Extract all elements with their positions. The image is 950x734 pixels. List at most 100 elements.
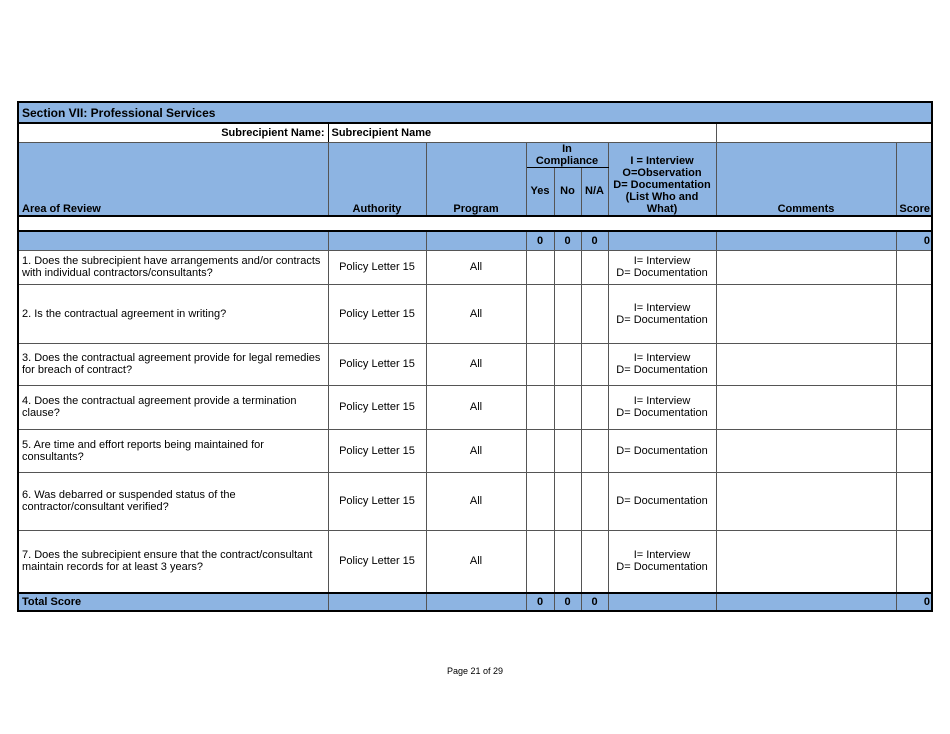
yes-cell[interactable] bbox=[525, 471, 555, 531]
yes-cell[interactable] bbox=[525, 249, 555, 285]
score-cell[interactable] bbox=[895, 428, 933, 473]
comments-cell[interactable] bbox=[715, 529, 897, 594]
table-row: 5. Are time and effort reports being mai… bbox=[17, 428, 933, 473]
total-score-top: 0 bbox=[895, 230, 933, 251]
score-cell[interactable] bbox=[895, 342, 933, 386]
yes-cell[interactable] bbox=[525, 283, 555, 344]
no-cell[interactable] bbox=[553, 384, 582, 430]
no-cell[interactable] bbox=[553, 428, 582, 473]
yes-cell[interactable] bbox=[525, 529, 555, 594]
total-score-label: Total Score bbox=[17, 592, 329, 612]
table-row: 7. Does the subrecipient ensure that the… bbox=[17, 529, 933, 594]
comments-cell[interactable] bbox=[715, 428, 897, 473]
method-line: D= Documentation bbox=[616, 364, 708, 376]
program-cell: All bbox=[425, 384, 527, 430]
subrecipient-row: Subrecipient Name: Subrecipient Name bbox=[17, 122, 933, 143]
no-cell[interactable] bbox=[553, 249, 582, 285]
authority-cell: Policy Letter 15 bbox=[327, 384, 427, 430]
method-line: I= Interview bbox=[633, 301, 691, 314]
area-of-review: 6. Was debarred or suspended status of t… bbox=[17, 471, 329, 531]
method-line: D= Documentation bbox=[616, 444, 708, 457]
no-cell[interactable] bbox=[553, 529, 582, 594]
totals-blank bbox=[715, 592, 897, 612]
method-cell[interactable]: I= Interview D= Documentation bbox=[607, 249, 717, 285]
comments-cell[interactable] bbox=[715, 384, 897, 430]
subrecipient-extra-cell[interactable] bbox=[715, 122, 933, 143]
comments-cell[interactable] bbox=[715, 249, 897, 285]
total-na: 0 bbox=[580, 592, 609, 612]
method-line: D= Documentation bbox=[616, 561, 708, 574]
area-of-review: 7. Does the subrecipient ensure that the… bbox=[17, 529, 329, 594]
method-line: I= Interview bbox=[633, 549, 691, 562]
yes-cell[interactable] bbox=[525, 384, 555, 430]
total-score-row: Total Score 0 0 0 0 bbox=[17, 592, 933, 612]
authority-cell: Policy Letter 15 bbox=[327, 428, 427, 473]
total-no: 0 bbox=[553, 230, 582, 251]
score-cell[interactable] bbox=[895, 471, 933, 531]
na-cell[interactable] bbox=[580, 428, 609, 473]
method-cell[interactable]: I= Interview D= Documentation bbox=[607, 342, 717, 386]
method-cell[interactable]: I= Interview D= Documentation bbox=[607, 529, 717, 594]
no-cell[interactable] bbox=[553, 342, 582, 386]
method-cell[interactable]: D= Documentation bbox=[607, 471, 717, 531]
table-row: 3. Does the contractual agreement provid… bbox=[17, 342, 933, 386]
comments-cell[interactable] bbox=[715, 342, 897, 386]
total-no: 0 bbox=[553, 592, 582, 612]
subrecipient-label: Subrecipient Name: bbox=[17, 122, 328, 143]
program-cell: All bbox=[425, 283, 527, 344]
na-cell[interactable] bbox=[580, 471, 609, 531]
score-cell[interactable] bbox=[895, 283, 933, 344]
total-na: 0 bbox=[580, 230, 609, 251]
authority-cell: Policy Letter 15 bbox=[327, 283, 427, 344]
na-cell[interactable] bbox=[580, 249, 609, 285]
score-cell[interactable] bbox=[895, 249, 933, 285]
yes-cell[interactable] bbox=[525, 342, 555, 386]
method-line: D= Documentation bbox=[616, 495, 708, 507]
na-cell[interactable] bbox=[580, 384, 609, 430]
authority-cell: Policy Letter 15 bbox=[327, 249, 427, 285]
method-line: I = Interview bbox=[630, 155, 694, 167]
header-authority: Authority bbox=[327, 141, 427, 217]
method-line: I= Interview bbox=[633, 352, 691, 364]
totals-blank bbox=[607, 592, 717, 612]
total-score-value: 0 bbox=[895, 592, 933, 612]
header-in-compliance: In Compliance bbox=[525, 141, 609, 168]
table-row: 4. Does the contractual agreement provid… bbox=[17, 384, 933, 430]
totals-blank bbox=[17, 230, 329, 251]
score-cell[interactable] bbox=[895, 384, 933, 430]
method-line: (List Who and What) bbox=[625, 191, 699, 215]
header-method: I = Interview O=Observation D= Documenta… bbox=[607, 141, 717, 217]
comments-cell[interactable] bbox=[715, 283, 897, 344]
page-number: Page 21 of 29 bbox=[446, 666, 504, 676]
method-cell[interactable]: I= Interview D= Documentation bbox=[607, 384, 717, 430]
na-cell[interactable] bbox=[580, 529, 609, 594]
na-cell[interactable] bbox=[580, 283, 609, 344]
method-cell[interactable]: D= Documentation bbox=[607, 428, 717, 473]
totals-blank bbox=[327, 592, 427, 612]
professional-services-table: Section VII: Professional Services Subre… bbox=[17, 101, 933, 612]
header-program: Program bbox=[425, 141, 527, 217]
yes-cell[interactable] bbox=[525, 428, 555, 473]
totals-row-top: 0 0 0 0 bbox=[17, 230, 933, 251]
method-line: I= Interview bbox=[633, 395, 691, 407]
method-line: O=Observation bbox=[622, 167, 702, 179]
table-row: 6. Was debarred or suspended status of t… bbox=[17, 471, 933, 531]
subrecipient-name[interactable]: Subrecipient Name bbox=[327, 122, 717, 143]
program-cell: All bbox=[425, 529, 527, 594]
score-cell[interactable] bbox=[895, 529, 933, 594]
section-title: Section VII: Professional Services bbox=[17, 101, 933, 124]
no-cell[interactable] bbox=[553, 283, 582, 344]
header-no: No bbox=[553, 166, 582, 217]
program-cell: All bbox=[425, 428, 527, 473]
spacer-row bbox=[17, 215, 933, 232]
area-of-review: 4. Does the contractual agreement provid… bbox=[17, 384, 329, 430]
method-line: I= Interview bbox=[633, 255, 691, 267]
authority-cell: Policy Letter 15 bbox=[327, 471, 427, 531]
header-yes: Yes bbox=[525, 166, 555, 217]
table-row: 1. Does the subrecipient have arrangemen… bbox=[17, 249, 933, 285]
no-cell[interactable] bbox=[553, 471, 582, 531]
method-cell[interactable]: I= Interview D= Documentation bbox=[607, 283, 717, 344]
comments-cell[interactable] bbox=[715, 471, 897, 531]
area-of-review: 2. Is the contractual agreement in writi… bbox=[17, 283, 329, 344]
na-cell[interactable] bbox=[580, 342, 609, 386]
